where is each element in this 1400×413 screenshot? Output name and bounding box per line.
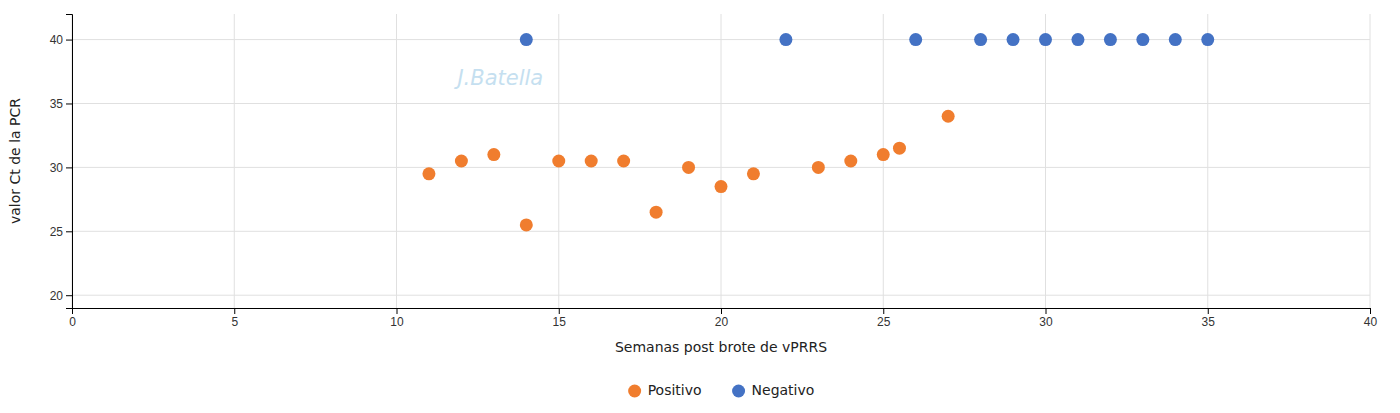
legend-item: Positivo	[628, 382, 701, 398]
tick-mark	[66, 295, 72, 296]
tick-label: 40	[1364, 315, 1378, 329]
tick-mark	[397, 308, 398, 314]
tick-label: 10	[390, 315, 404, 329]
point	[747, 167, 760, 180]
tick: 40	[1364, 308, 1378, 329]
grid-line-y	[72, 231, 1370, 232]
tick-mark	[721, 308, 722, 314]
marks	[422, 33, 1214, 231]
point	[844, 155, 857, 168]
grid	[72, 14, 1370, 308]
point	[1071, 33, 1084, 46]
point	[715, 180, 728, 193]
tick-label: 20	[50, 289, 64, 303]
chart: 0 5 10 15 20 25 30 35 40 20 25 30 35 40 J.Batella Seman…	[0, 0, 1400, 413]
x-axis-title: Semanas post brote de vPRRS	[615, 339, 827, 355]
tick-label: 0	[69, 315, 76, 329]
point	[1039, 33, 1052, 46]
tick-mark	[66, 40, 72, 41]
point	[1007, 33, 1020, 46]
tick-mark	[559, 308, 560, 314]
tick-mark	[883, 308, 884, 314]
point	[1201, 33, 1214, 46]
tick: 35	[50, 97, 72, 111]
point	[812, 161, 825, 174]
grid-line-x	[1207, 14, 1208, 308]
axis-line	[73, 309, 1371, 315]
series	[520, 33, 1214, 46]
y-axis: 20 25 30 35 40	[50, 15, 73, 309]
point	[585, 155, 598, 168]
grid-line-x	[1045, 14, 1046, 308]
legend-swatch	[732, 385, 745, 398]
legend-item: Negativo	[732, 382, 814, 398]
tick-mark	[66, 103, 72, 104]
tick: 0	[69, 308, 76, 329]
point	[1136, 33, 1149, 46]
tick-label: 25	[50, 225, 64, 239]
point	[422, 167, 435, 180]
tick: 20	[715, 308, 729, 329]
tick-label: 20	[715, 315, 729, 329]
grid-line-y	[72, 103, 1370, 104]
legend-label: Positivo	[648, 382, 702, 398]
tick: 25	[877, 308, 891, 329]
point	[909, 33, 922, 46]
grid-line-x	[721, 14, 722, 308]
point	[520, 218, 533, 231]
grid-line-x	[1370, 14, 1371, 308]
tick-label: 40	[50, 33, 64, 47]
point	[779, 33, 792, 46]
series	[422, 110, 954, 232]
annotations: J.Batella	[453, 66, 543, 90]
tick-label: 30	[50, 161, 64, 175]
tick-mark	[66, 231, 72, 232]
tick-mark	[1370, 308, 1371, 314]
tick: 30	[50, 161, 72, 175]
tick: 20	[50, 289, 72, 303]
x-axis: 0 5 10 15 20 25 30 35 40	[69, 308, 1377, 329]
tick-label: 15	[553, 315, 567, 329]
tick: 25	[50, 225, 72, 239]
tick: 35	[1202, 308, 1216, 329]
tick: 10	[390, 308, 404, 329]
legend-swatch	[628, 385, 641, 398]
tick: 15	[553, 308, 567, 329]
legend: Positivo Negativo	[628, 382, 814, 398]
grid-line-x	[396, 14, 397, 308]
tick-mark	[1046, 308, 1047, 314]
point	[1104, 33, 1117, 46]
point	[617, 155, 630, 168]
point	[552, 155, 565, 168]
watermark: J.Batella	[453, 66, 543, 90]
point	[520, 33, 533, 46]
point	[974, 33, 987, 46]
tick: 40	[50, 33, 72, 47]
tick-mark	[234, 308, 235, 314]
point	[1169, 33, 1182, 46]
grid-line-y	[72, 295, 1370, 296]
point	[942, 110, 955, 123]
point	[455, 155, 468, 168]
tick-label: 25	[877, 315, 891, 329]
grid-line-y	[72, 167, 1370, 168]
point	[650, 206, 663, 219]
tick: 30	[1039, 308, 1053, 329]
tick-mark	[66, 167, 72, 168]
plot-area: 0 5 10 15 20 25 30 35 40 20 25 30 35 40 J.Batella	[50, 14, 1378, 329]
point	[893, 142, 906, 155]
axis-line	[66, 15, 73, 309]
tick-label: 5	[231, 315, 238, 329]
tick: 5	[231, 308, 238, 329]
tick-label: 35	[50, 97, 64, 111]
tick-label: 35	[1202, 315, 1216, 329]
y-axis-title: valor Ct de la PCR	[7, 98, 23, 224]
point	[877, 148, 890, 161]
grid-line-x	[234, 14, 235, 308]
tick-mark	[1208, 308, 1209, 314]
point	[682, 161, 695, 174]
legend-label: Negativo	[752, 382, 815, 398]
tick-label: 30	[1039, 315, 1053, 329]
point	[487, 148, 500, 161]
